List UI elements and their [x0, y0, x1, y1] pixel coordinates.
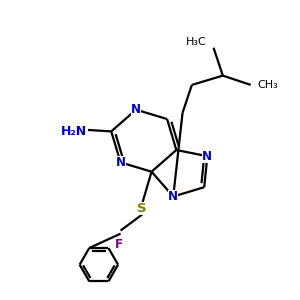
Text: F: F [115, 238, 123, 251]
Text: H₂N: H₂N [61, 125, 87, 138]
Text: N: N [116, 156, 126, 169]
Text: N: N [131, 103, 141, 116]
Text: S: S [137, 202, 147, 215]
Text: N: N [202, 150, 212, 163]
Text: CH₃: CH₃ [257, 80, 278, 90]
Text: H₃C: H₃C [186, 37, 207, 46]
Text: N: N [168, 190, 178, 203]
